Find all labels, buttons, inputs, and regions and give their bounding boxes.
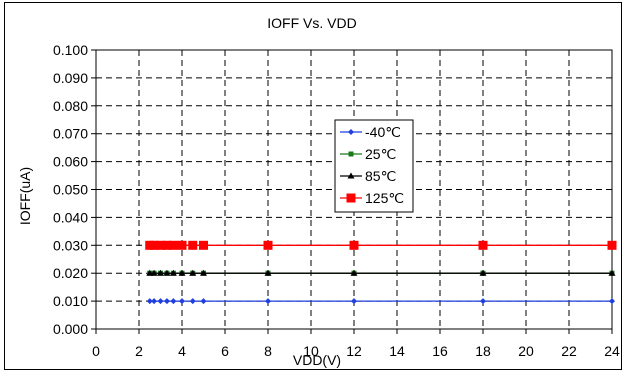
data-point	[263, 240, 273, 250]
data-point	[170, 298, 177, 305]
series-layer	[145, 240, 617, 305]
legend-entry: 125℃	[365, 190, 404, 206]
x-tick-label: 12	[346, 343, 362, 359]
legend-marker	[348, 129, 354, 135]
legend-marker	[346, 193, 356, 203]
y-axis-label: IOFF(uA)	[17, 167, 33, 225]
legend-marker	[348, 151, 354, 157]
x-tick-label: 6	[221, 343, 229, 359]
data-point	[163, 298, 170, 305]
data-point	[609, 298, 615, 305]
data-point	[199, 240, 208, 250]
data-point	[168, 240, 178, 250]
x-axis-label: VDD(V)	[293, 352, 341, 368]
data-point	[478, 240, 488, 250]
y-tick-label: 0.030	[53, 237, 88, 253]
x-tick-label: 0	[92, 343, 100, 359]
y-tick-label: 0.000	[53, 321, 88, 337]
legend-marker	[347, 172, 355, 179]
data-point	[188, 240, 198, 250]
legend-entry: 25℃	[365, 146, 396, 162]
data-point	[349, 240, 359, 250]
data-point	[163, 269, 171, 276]
data-point	[162, 240, 172, 250]
data-point	[608, 269, 616, 276]
x-tick-label: 10	[303, 343, 319, 359]
data-point	[189, 269, 197, 276]
y-tick-label: 0.080	[53, 98, 88, 114]
y-tick-label: 0.040	[53, 209, 88, 225]
data-point	[264, 269, 272, 276]
data-point	[157, 298, 164, 305]
y-tick-label: 0.090	[53, 70, 88, 86]
data-point	[169, 269, 177, 276]
data-point	[179, 298, 185, 305]
data-point	[178, 269, 186, 276]
data-point	[200, 298, 207, 305]
data-point	[151, 298, 158, 305]
data-point	[146, 298, 153, 305]
x-tick-label: 4	[178, 343, 186, 359]
x-tick-label: 24	[604, 343, 620, 359]
axes: 0.000 0.010 0.020 0.030 0.040 0.050 0.060 0.070…	[53, 42, 620, 359]
x-tick-label: 2	[135, 343, 143, 359]
data-point	[157, 269, 164, 276]
data-point	[189, 298, 196, 305]
y-tick-label: 0.010	[53, 293, 88, 309]
y-tick-label: 0.100	[53, 42, 88, 58]
data-point	[200, 269, 207, 276]
data-point	[351, 298, 357, 305]
plot-area-border	[95, 49, 613, 330]
x-tick-label: 14	[389, 343, 405, 359]
x-tick-label: 20	[518, 343, 534, 359]
data-point	[479, 269, 487, 276]
data-point	[265, 298, 271, 305]
data-point	[607, 240, 617, 250]
y-tick-label: 0.070	[53, 126, 88, 142]
data-point	[156, 240, 165, 250]
y-tick-label: 0.050	[53, 182, 88, 198]
legend-entry: 85℃	[365, 168, 396, 184]
data-point	[177, 240, 187, 250]
y-tick-label: 0.060	[53, 154, 88, 170]
chart-title: IOFF Vs. VDD	[267, 15, 356, 31]
data-point	[480, 298, 486, 305]
legend-entry: -40℃	[365, 124, 401, 140]
data-point	[149, 240, 159, 250]
x-tick-label: 16	[432, 343, 448, 359]
data-point	[150, 269, 158, 276]
x-tick-label: 8	[264, 343, 272, 359]
x-tick-label: 22	[561, 343, 577, 359]
y-tick-label: 0.020	[53, 265, 88, 281]
chart-svg: 0.000 0.010 0.020 0.030 0.040 0.050 0.060 0.070…	[17, 15, 620, 368]
data-point	[350, 269, 358, 276]
x-tick-label: 18	[475, 343, 491, 359]
legend: -40℃ 25℃ 85℃ 125℃	[334, 119, 414, 213]
chart-frame: 0.000 0.010 0.020 0.030 0.040 0.050 0.060 0.070…	[4, 2, 622, 370]
